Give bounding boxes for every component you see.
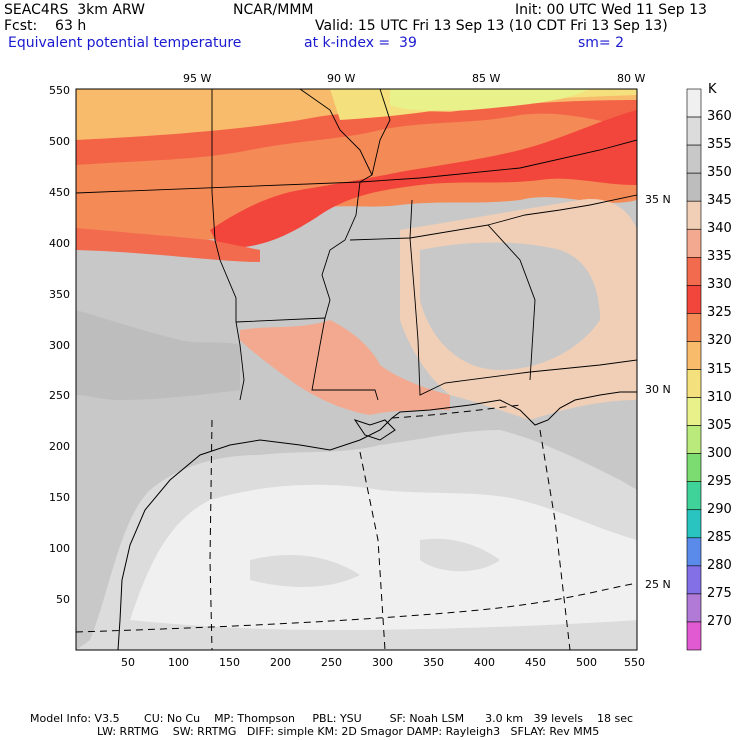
smoothing-label: sm= 2 — [578, 35, 625, 51]
colorbar-swatch — [686, 200, 702, 230]
y-tick: 100 — [49, 542, 70, 555]
colorbar-label: 350 — [707, 165, 732, 181]
level-label: at k-index = 39 — [304, 35, 417, 51]
colorbar-swatch — [686, 509, 702, 539]
state-boundaries — [76, 89, 637, 401]
model-info-line1: Model Info: V3.5 CU: No Cu MP: Thompson … — [30, 712, 634, 725]
colorbar-label: 325 — [707, 305, 732, 321]
colorbar-label: 345 — [707, 193, 732, 209]
field-shading — [76, 89, 637, 650]
coastline — [117, 391, 637, 650]
x-tick: 550 — [624, 656, 645, 669]
colorbar-swatch — [686, 228, 702, 258]
y-tick: 400 — [49, 237, 70, 250]
lat-lon-grid — [76, 404, 637, 650]
colorbar-swatch — [686, 425, 702, 454]
valid-time: Valid: 15 UTC Fri 13 Sep 13 (10 CDT Fri … — [315, 18, 668, 34]
colorbar-swatch — [686, 341, 702, 370]
lat-label-30n: 30 N — [645, 383, 671, 396]
y-tick: 300 — [49, 339, 70, 352]
x-tick: 150 — [219, 656, 240, 669]
init-time: Init: 00 UTC Wed 11 Sep 13 — [515, 2, 707, 18]
y-tick: 550 — [49, 84, 70, 97]
colorbar-swatch — [686, 369, 702, 398]
colorbar-label: 320 — [707, 333, 732, 349]
x-tick: 300 — [372, 656, 393, 669]
y-tick: 150 — [49, 491, 70, 504]
colorbar-label: 340 — [707, 221, 732, 237]
y-tick: 50 — [56, 593, 70, 606]
x-tick: 250 — [321, 656, 342, 669]
colorbar-label: 280 — [707, 557, 732, 573]
colorbar-label: 270 — [707, 613, 732, 629]
x-tick: 350 — [423, 656, 444, 669]
colorbar-swatch — [686, 116, 702, 146]
colorbar-swatch — [686, 565, 702, 595]
field-title: Equivalent potential temperature — [8, 35, 242, 51]
lat-label-25n: 25 N — [645, 578, 671, 591]
colorbar-swatch — [686, 481, 702, 511]
colorbar-label: 335 — [707, 249, 732, 265]
x-tick: 500 — [576, 656, 597, 669]
colorbar-label: 330 — [707, 277, 732, 293]
colorbar-swatch — [686, 453, 702, 482]
x-tick: 400 — [474, 656, 495, 669]
model-name: SEAC4RS 3km ARW — [4, 2, 145, 18]
colorbar-swatch — [686, 285, 702, 314]
colorbar-label: 290 — [707, 501, 732, 517]
colorbar-swatch — [686, 88, 702, 118]
colorbar-swatch — [686, 593, 702, 623]
colorbar-label: 355 — [707, 137, 732, 153]
colorbar-label: 360 — [707, 109, 732, 125]
colorbar-label: 315 — [707, 361, 732, 377]
colorbar-swatch — [686, 172, 702, 202]
colorbar-swatch — [686, 397, 702, 426]
colorbar-label: 310 — [707, 389, 732, 405]
colorbar-swatch — [686, 144, 702, 174]
colorbar-swatch — [686, 256, 702, 286]
lat-label-35n: 35 N — [645, 193, 671, 206]
y-tick: 450 — [49, 186, 70, 199]
colorbar-label: 305 — [707, 417, 732, 433]
y-tick: 250 — [49, 389, 70, 402]
x-tick: 100 — [168, 656, 189, 669]
plot-frame — [75, 88, 638, 651]
colorbar-label: 275 — [707, 585, 732, 601]
y-tick: 350 — [49, 288, 70, 301]
x-tick: 50 — [121, 656, 135, 669]
colorbar-unit: K — [708, 82, 717, 97]
lon-label-80w: 80 W — [617, 72, 646, 85]
lon-label-85w: 85 W — [472, 72, 501, 85]
colorbar — [686, 88, 702, 651]
colorbar-swatch — [686, 621, 702, 651]
y-tick: 500 — [49, 135, 70, 148]
lon-label-90w: 90 W — [327, 72, 356, 85]
colorbar-label: 285 — [707, 529, 732, 545]
organization: NCAR/MMM — [233, 2, 314, 18]
colorbar-swatch — [686, 313, 702, 342]
colorbar-label: 295 — [707, 473, 732, 489]
colorbar-swatch — [686, 537, 702, 567]
lon-label-95w: 95 W — [183, 72, 212, 85]
x-tick: 200 — [270, 656, 291, 669]
colorbar-label: 300 — [707, 445, 732, 461]
x-tick: 450 — [525, 656, 546, 669]
forecast-hour: Fcst: 63 h — [4, 18, 87, 34]
model-info-line2: LW: RRTMG SW: RRTMG DIFF: simple KM: 2D … — [97, 725, 600, 738]
y-tick: 200 — [49, 440, 70, 453]
